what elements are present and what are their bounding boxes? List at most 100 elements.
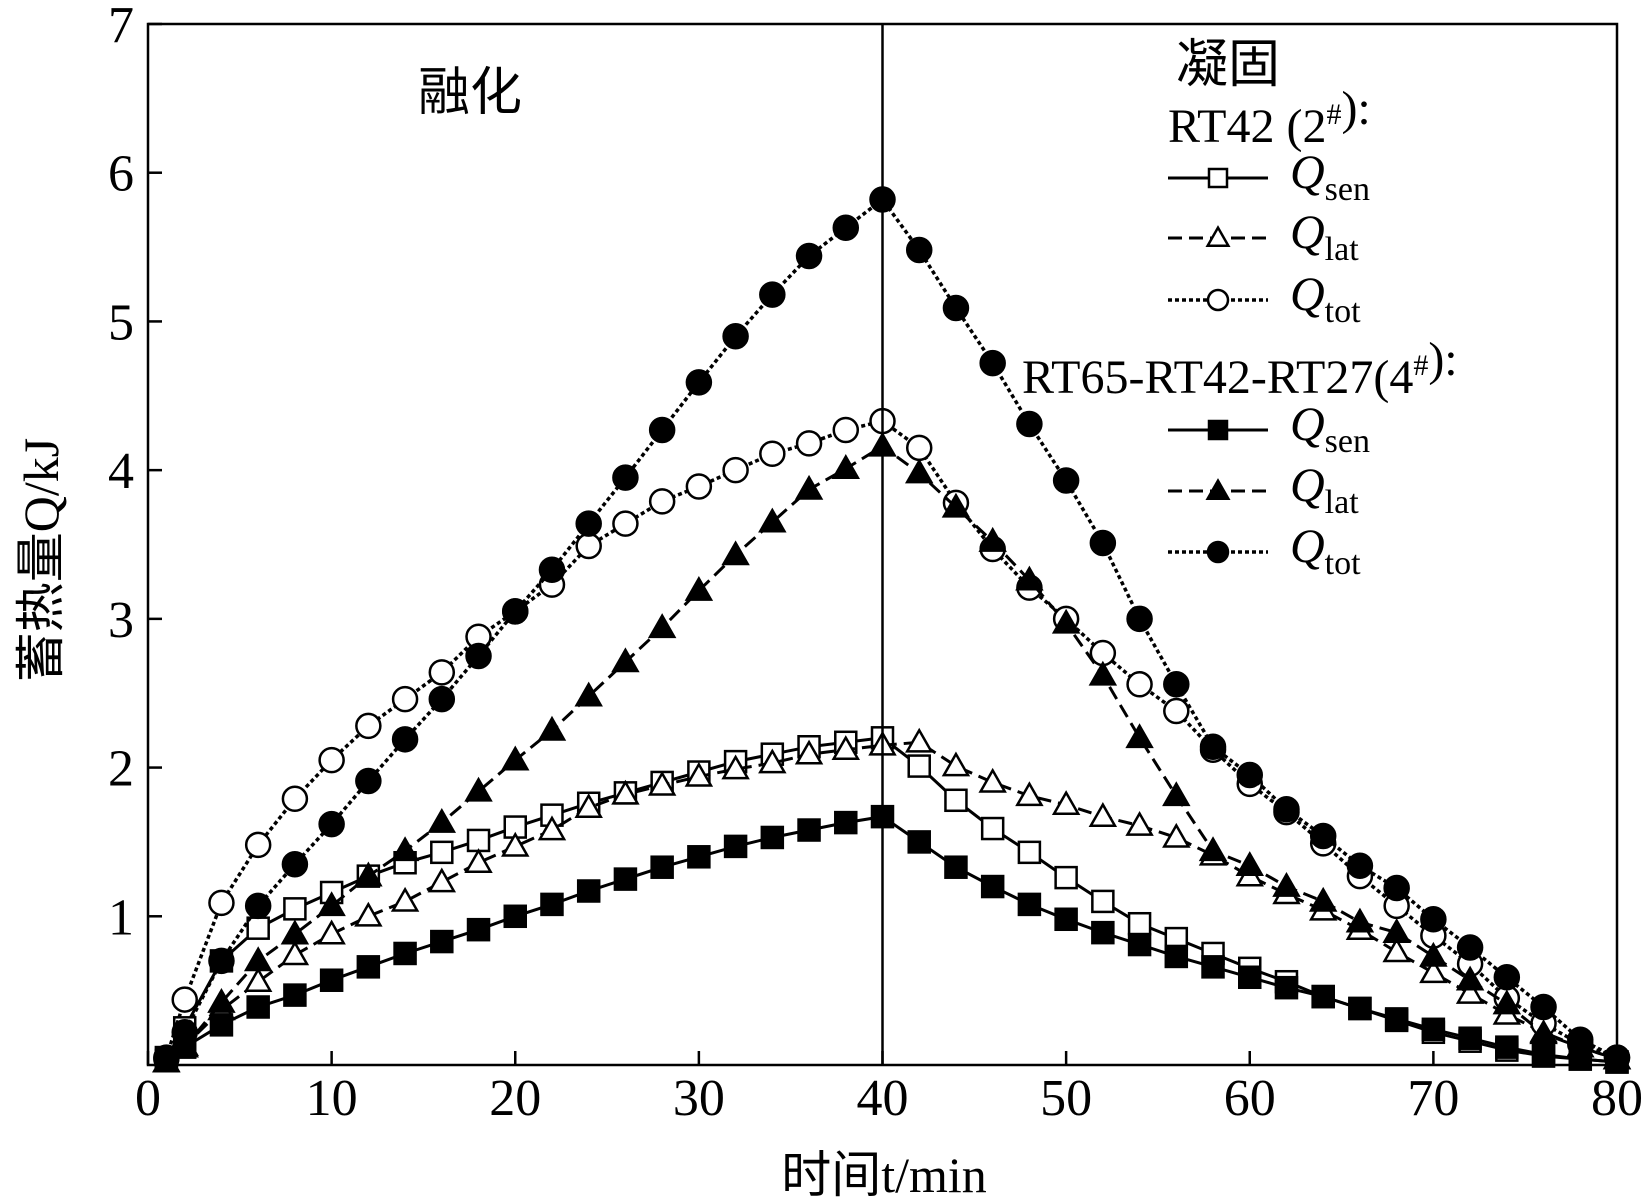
data-point <box>1126 671 1153 698</box>
data-point <box>1054 907 1078 932</box>
data-point <box>281 785 309 813</box>
y-tick-label: 4 <box>108 443 134 500</box>
data-point <box>1198 836 1228 862</box>
legend-entry-qtot: Qtot <box>1168 520 1361 582</box>
data-point <box>170 1032 199 1058</box>
data-point <box>1567 1026 1594 1053</box>
data-point <box>390 886 420 912</box>
data-point <box>246 916 270 940</box>
data-point <box>207 987 236 1013</box>
data-point <box>501 831 530 857</box>
data-point <box>390 836 420 862</box>
data-point <box>1089 529 1117 557</box>
data-point <box>611 779 640 805</box>
data-point <box>1272 871 1301 897</box>
data-point <box>355 767 382 795</box>
data-point <box>723 834 748 859</box>
data-point <box>1382 937 1411 963</box>
data-point <box>831 735 861 761</box>
data-point <box>1348 996 1372 1021</box>
data-point <box>684 576 714 601</box>
data-point <box>464 848 493 874</box>
data-point <box>283 983 307 1007</box>
data-point <box>1162 822 1191 848</box>
y-tick-label: 1 <box>108 889 134 946</box>
data-point <box>797 818 821 842</box>
data-point <box>280 940 310 966</box>
x-axis-label: 时间t/min <box>781 1147 987 1203</box>
data-point <box>246 995 270 1019</box>
data-point <box>576 879 601 903</box>
data-point <box>428 685 456 713</box>
data-point <box>795 430 823 457</box>
data-point <box>684 761 714 787</box>
data-point <box>427 808 457 833</box>
data-point <box>1017 892 1042 917</box>
data-point <box>1384 1007 1409 1031</box>
data-point <box>611 647 640 673</box>
data-point <box>1273 795 1300 823</box>
legend-entry-qsen: Qsen <box>1168 146 1370 208</box>
plot-layer <box>152 186 1632 1074</box>
data-point <box>317 919 346 945</box>
data-point <box>904 458 934 484</box>
axes-layer: 0 10 20 30 40 50 60 70 80 1 2 3 4 5 6 7 <box>108 0 1643 1127</box>
data-point <box>153 1045 180 1073</box>
data-point <box>941 492 971 518</box>
data-point <box>1017 840 1042 865</box>
data-point <box>794 474 824 500</box>
data-point <box>795 242 823 270</box>
x-tick-label: 70 <box>1407 1070 1459 1127</box>
data-point <box>1051 608 1081 634</box>
legend-marker <box>1206 540 1230 564</box>
series-1-qlat <box>152 727 1632 1073</box>
data-point <box>722 456 749 484</box>
data-point <box>1455 979 1485 1004</box>
data-point <box>574 793 603 819</box>
legend-entry-label: Qsen <box>1290 146 1370 208</box>
legend-entry-qlat: Qlat <box>1168 459 1359 521</box>
data-point <box>1235 851 1264 877</box>
data-point <box>1201 955 1225 979</box>
legend-group-title: RT65-RT42-RT27(4#): <box>1022 333 1458 404</box>
data-point <box>1493 964 1521 991</box>
data-point <box>1162 781 1191 807</box>
data-point <box>647 613 677 639</box>
data-point <box>1015 781 1044 807</box>
x-tick-label: 20 <box>489 1070 541 1127</box>
data-point <box>1163 697 1190 725</box>
data-point <box>794 739 824 765</box>
data-point <box>758 748 787 774</box>
data-point <box>393 941 417 966</box>
data-point <box>503 904 527 929</box>
data-point <box>905 236 933 264</box>
data-point <box>537 715 567 741</box>
data-point <box>244 892 272 920</box>
data-point <box>283 897 307 921</box>
data-point <box>1238 965 1262 990</box>
data-point <box>758 507 787 533</box>
data-point <box>427 867 457 893</box>
x-tick-label: 10 <box>306 1070 358 1127</box>
data-point <box>354 861 383 887</box>
data-point <box>465 642 492 670</box>
data-point <box>1236 761 1263 789</box>
data-point <box>1383 874 1410 902</box>
data-point <box>574 681 603 707</box>
data-point <box>1529 1019 1558 1045</box>
data-point <box>1458 1026 1482 1050</box>
data-point <box>941 751 971 777</box>
data-point <box>356 955 381 979</box>
data-point <box>760 825 785 850</box>
data-point <box>355 712 382 740</box>
data-point <box>1164 944 1189 969</box>
legend-entry-label: Qtot <box>1290 268 1361 330</box>
data-point <box>1127 932 1152 957</box>
x-tick-label: 30 <box>673 1070 725 1127</box>
data-point <box>171 1019 198 1046</box>
data-point <box>1015 565 1044 591</box>
data-point <box>1419 941 1448 967</box>
data-point <box>978 526 1007 552</box>
legend-entry-qtot: Qtot <box>1168 268 1361 330</box>
